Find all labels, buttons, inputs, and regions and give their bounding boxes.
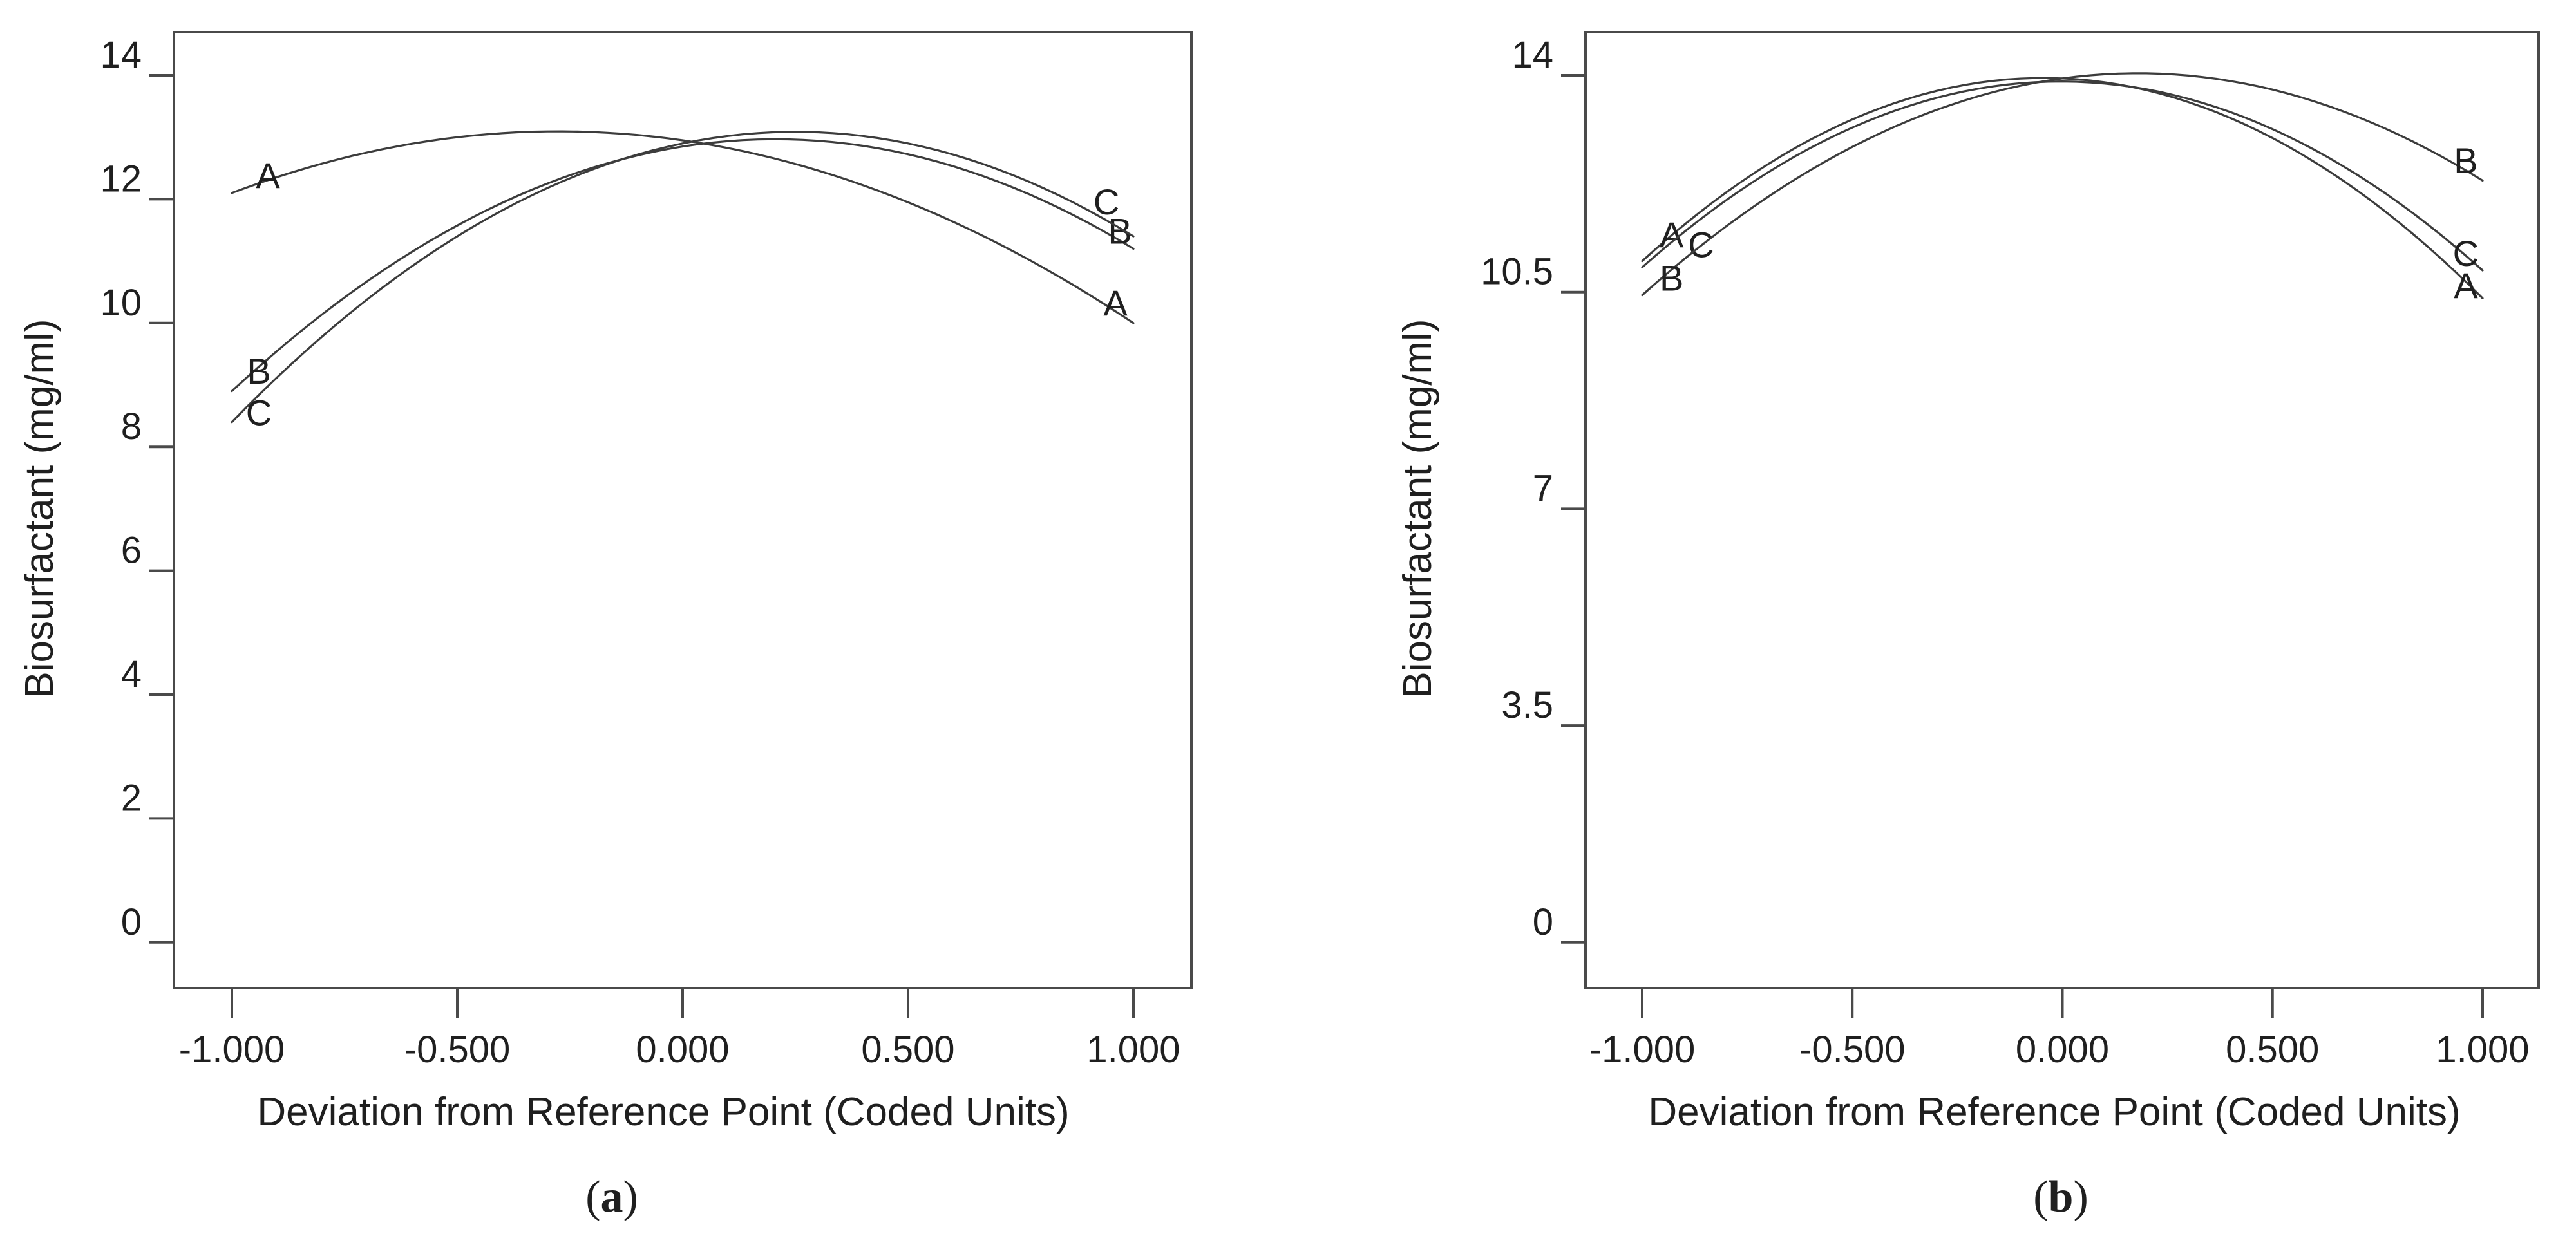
curve-label-A-left: A bbox=[256, 155, 280, 196]
y-tick-label: 0 bbox=[121, 901, 142, 943]
panel-caption-a: (a) bbox=[585, 1172, 638, 1222]
curve-label-C-right: C bbox=[1094, 182, 1119, 222]
curve-label-B-right: B bbox=[2454, 140, 2477, 181]
x-axis-title: Deviation from Reference Point (Coded Un… bbox=[1648, 1090, 2460, 1134]
x-tick-label: 1.000 bbox=[2436, 1029, 2529, 1071]
y-tick-label: 12 bbox=[100, 158, 142, 200]
curve-label-B-left: B bbox=[247, 351, 270, 391]
curve-A bbox=[1641, 77, 2484, 299]
y-tick-label: 8 bbox=[121, 406, 142, 447]
x-tick-label: -1.000 bbox=[1589, 1029, 1695, 1071]
y-tick-label: 10 bbox=[100, 282, 142, 324]
x-tick-label: 0.500 bbox=[2226, 1029, 2319, 1071]
y-tick-label: 2 bbox=[121, 777, 142, 819]
curve-C bbox=[1641, 80, 2484, 272]
x-tick-label: 0.000 bbox=[636, 1029, 729, 1071]
y-tick-label: 4 bbox=[121, 653, 142, 695]
y-tick-label: 14 bbox=[100, 34, 142, 76]
y-axis-title: Biosurfactant (mg/ml) bbox=[17, 319, 62, 698]
curve-label-C-right: C bbox=[2453, 233, 2479, 274]
curve-B bbox=[231, 138, 1135, 393]
y-tick-label: 3.5 bbox=[1501, 684, 1553, 726]
curve-label-C-left: C bbox=[246, 392, 272, 433]
y-tick-label: 14 bbox=[1511, 34, 1553, 76]
plot-frame bbox=[1584, 31, 2540, 989]
curve-label-B-right: B bbox=[1108, 211, 1132, 251]
x-tick-label: -1.000 bbox=[179, 1029, 285, 1071]
curve-label-A-right: A bbox=[2454, 265, 2478, 306]
curve-C bbox=[231, 131, 1135, 424]
y-tick-label: 10.5 bbox=[1481, 251, 1553, 293]
panel-caption-b: (b) bbox=[2033, 1172, 2088, 1222]
x-tick-label: 0.000 bbox=[2016, 1029, 2109, 1071]
x-tick-label: 0.500 bbox=[861, 1029, 954, 1071]
x-axis-title: Deviation from Reference Point (Coded Un… bbox=[257, 1090, 1069, 1134]
chart-panel-a: 0 2 4 6 8 10 12 14 -1.000 -0.500 0.000 0.500 1.000 A A… bbox=[17, 31, 1193, 1222]
x-tick-label: -0.500 bbox=[1799, 1029, 1905, 1071]
y-axis-title: Biosurfactant (mg/ml) bbox=[1396, 319, 1440, 698]
y-tick-label: 6 bbox=[121, 530, 142, 572]
plot-frame bbox=[173, 31, 1193, 989]
x-tick-label: -0.500 bbox=[404, 1029, 510, 1071]
curve-B bbox=[1641, 72, 2484, 297]
y-tick-label: 0 bbox=[1533, 901, 1553, 943]
curve-A bbox=[231, 130, 1135, 324]
curve-label-B-left: B bbox=[1660, 258, 1683, 299]
curve-label-A-right: A bbox=[1103, 283, 1128, 323]
x-tick-label: 1.000 bbox=[1086, 1029, 1180, 1071]
y-tick-label: 7 bbox=[1533, 467, 1553, 509]
